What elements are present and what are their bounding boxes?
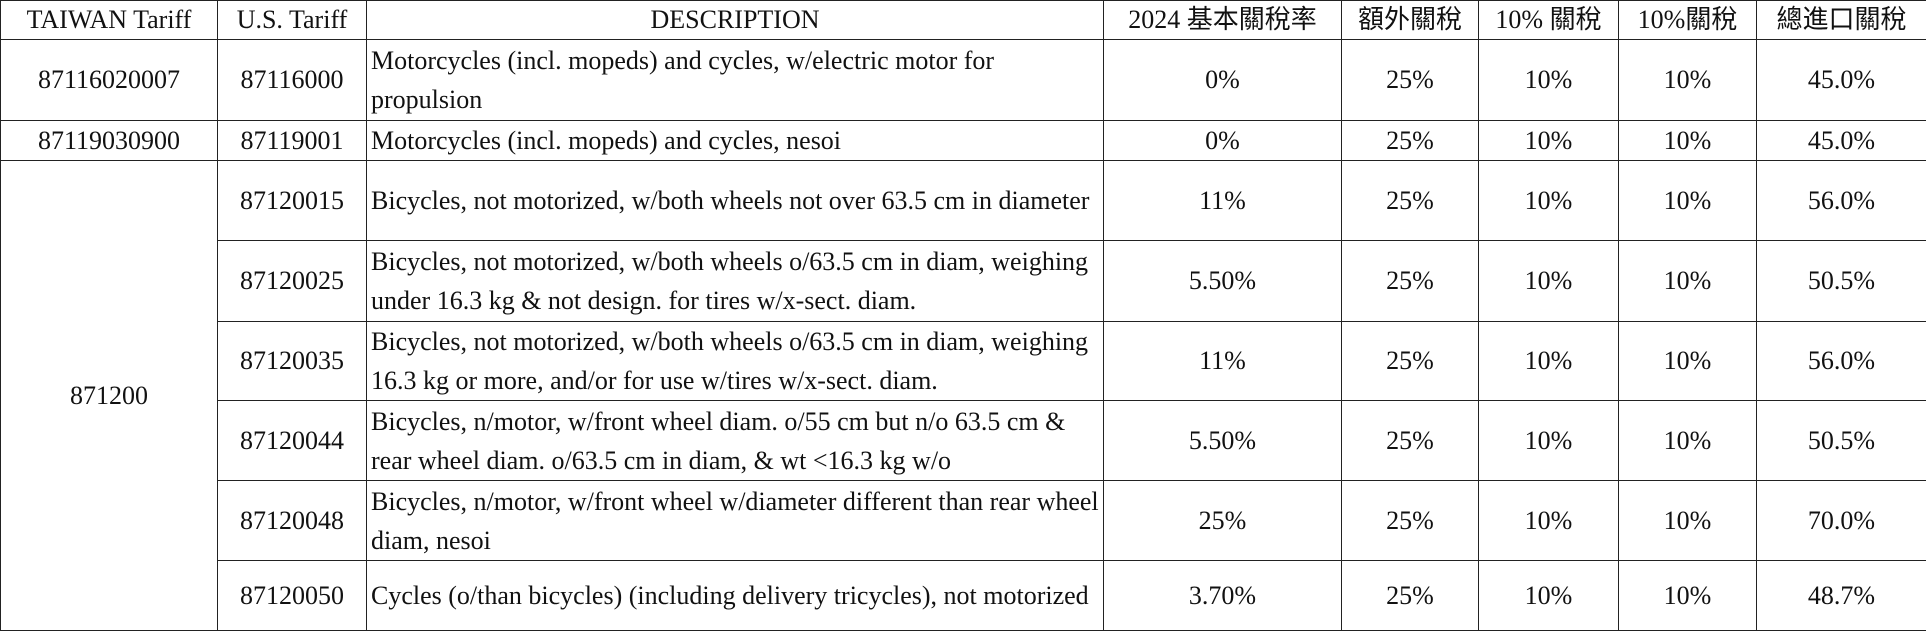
table-cell: 0%: [1103, 39, 1342, 121]
table-cell: 25%: [1341, 120, 1479, 161]
header-cell: 額外關稅: [1341, 0, 1479, 40]
table-cell: 10%: [1618, 560, 1757, 631]
table-cell: 87120048: [217, 480, 367, 561]
table-cell: 25%: [1341, 160, 1479, 241]
description-cell: Motorcycles (incl. mopeds) and cycles, w…: [366, 39, 1104, 121]
table-row: 87120025 Bicycles, not motorized, w/both …: [1, 240, 1926, 322]
table-cell: 50.5%: [1756, 400, 1926, 481]
table-cell: 10%: [1618, 160, 1757, 241]
table-row: 87116020007 87116000 Motorcycles (incl. mo…: [0, 39, 1926, 121]
table-cell: 25%: [1341, 39, 1479, 121]
taiwan-tariff-cell: 871200: [0, 160, 218, 631]
table-cell: 25%: [1341, 480, 1479, 561]
table-cell: 87119001: [217, 120, 367, 161]
header-cell: 10%關稅: [1618, 0, 1757, 40]
table-cell: 11%: [1103, 160, 1342, 241]
table-row: 87120035 Bicycles, not motorized, w/both …: [1, 321, 1926, 401]
table-cell: 10%: [1478, 480, 1619, 561]
table-cell: 10%: [1478, 160, 1619, 241]
table-cell: 87120015: [217, 160, 367, 241]
table-cell: 25%: [1341, 240, 1479, 322]
table-cell: 10%: [1478, 120, 1619, 161]
table-cell: 10%: [1478, 321, 1619, 401]
table-cell: 48.7%: [1756, 560, 1926, 631]
table-row: 87120050 Cycles (o/than bicycles) (includ…: [1, 560, 1926, 631]
table-cell: 10%: [1478, 39, 1619, 121]
description-cell: Bicycles, not motorized, w/both wheels o…: [366, 240, 1104, 322]
table-cell: 87120050: [217, 560, 367, 631]
table-cell: 5.50%: [1103, 400, 1342, 481]
header-cell: DESCRIPTION: [366, 0, 1104, 40]
table-cell: 10%: [1618, 400, 1757, 481]
table-cell: 25%: [1341, 321, 1479, 401]
table-cell: 10%: [1618, 480, 1757, 561]
table-cell: 3.70%: [1103, 560, 1342, 631]
table-cell: 50.5%: [1756, 240, 1926, 322]
header-cell: 2024 基本關稅率: [1103, 0, 1342, 40]
table-cell: 87120025: [217, 240, 367, 322]
table-cell: 45.0%: [1756, 39, 1926, 121]
taiwan-tariff-cell: 87116020007: [0, 39, 218, 121]
table-cell: 10%: [1618, 240, 1757, 322]
description-cell: Bicycles, not motorized, w/both wheels o…: [366, 321, 1104, 401]
table-cell: 56.0%: [1756, 160, 1926, 241]
table-row: 87119030900 87119001 Motorcycles (incl. mo…: [0, 120, 1926, 161]
table-cell: 10%: [1478, 400, 1619, 481]
description-cell: Cycles (o/than bicycles) (including deli…: [366, 560, 1104, 631]
description-cell: Bicycles, not motorized, w/both wheels n…: [366, 160, 1104, 241]
description-cell: Motorcycles (incl. mopeds) and cycles, n…: [366, 120, 1104, 161]
table-cell: 25%: [1341, 560, 1479, 631]
table-cell: 87120035: [217, 321, 367, 401]
table-cell: 56.0%: [1756, 321, 1926, 401]
table-cell: 25%: [1103, 480, 1342, 561]
table-cell: 5.50%: [1103, 240, 1342, 322]
header-cell: U.S. Tariff: [217, 0, 367, 40]
table-cell: 87120044: [217, 400, 367, 481]
table-cell: 10%: [1478, 240, 1619, 322]
table-cell: 11%: [1103, 321, 1342, 401]
header-cell: 總進口關稅: [1756, 0, 1926, 40]
table-cell: 87116000: [217, 39, 367, 121]
header-cell: 10% 關稅: [1478, 0, 1619, 40]
table-cell: 45.0%: [1756, 120, 1926, 161]
description-cell: Bicycles, n/motor, w/front wheel diam. o…: [366, 400, 1104, 481]
table-row: 871200 87120015 Bicycles, not motorized, w…: [0, 160, 1926, 631]
table-cell: 0%: [1103, 120, 1342, 161]
header-row: TAIWAN Tariff U.S. Tariff DESCRIPTION 2024 …: [0, 0, 1926, 40]
description-cell: Bicycles, n/motor, w/front wheel w/diame…: [366, 480, 1104, 561]
taiwan-tariff-cell: 87119030900: [0, 120, 218, 161]
header-cell: TAIWAN Tariff: [0, 0, 218, 40]
table-body: 87116020007 87116000 Motorcycles (incl. mo…: [0, 39, 1926, 631]
table-row: 87120048 Bicycles, n/motor, w/front wheel…: [1, 480, 1926, 561]
table-cell: 10%: [1618, 120, 1757, 161]
table-row: 87120044 Bicycles, n/motor, w/front wheel…: [1, 400, 1926, 481]
table-cell: 70.0%: [1756, 480, 1926, 561]
table-cell: 10%: [1618, 39, 1757, 121]
table-cell: 10%: [1618, 321, 1757, 401]
table-cell: 25%: [1341, 400, 1479, 481]
table-cell: 10%: [1478, 560, 1619, 631]
